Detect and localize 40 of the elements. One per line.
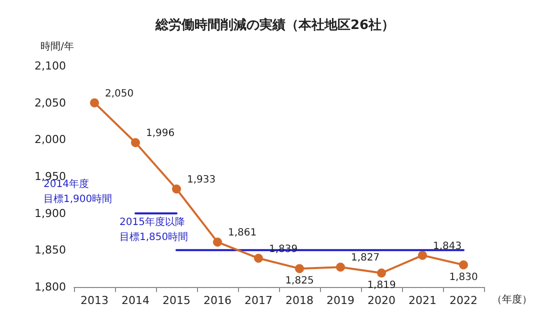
x-tick-label: 2013 [80,294,108,307]
point [90,98,99,108]
chart-title: 総労働時間削減の実績（本社地区26社） [154,17,395,33]
annotation: 目標1,850時間 [120,230,188,243]
y-axis-title: 時間/年 [40,40,74,52]
y-tick-label: 2,050 [34,96,66,110]
y-tick-label: 1,800 [34,280,66,294]
point [377,268,386,278]
data-label: 1,861 [228,228,257,239]
y-tick-label: 2,000 [34,133,66,146]
x-tick-label: 2021 [408,294,436,307]
data-label: 1,819 [367,280,396,292]
x-tick-label: 2018 [286,294,314,307]
point [213,238,222,247]
data-label: 2,050 [105,88,134,100]
x-axis-title: （年度） [492,294,532,306]
point [459,260,468,270]
point [131,138,140,148]
data-label: 1,830 [449,272,478,283]
point [336,262,345,272]
x-tick-label: 2022 [450,294,478,307]
x-tick-label: 2015 [162,294,190,307]
data-label: 1,827 [351,252,380,264]
x-tick-label: 2014 [122,294,150,307]
point [295,264,304,274]
y-tick-label: 1,850 [34,244,66,257]
x-tick-label: 2016 [204,294,232,307]
data-label: 1,933 [187,174,216,186]
point [254,254,263,263]
annotation: 2015年度以降 [120,216,185,228]
data-label: 1,825 [285,276,314,287]
annotation: 目標1,900時間 [44,192,112,205]
data-label: 1,996 [146,128,175,140]
point [172,184,181,194]
y-tick-label: 2,100 [34,60,66,72]
y-tick-label: 1,900 [34,206,66,220]
point [418,250,427,260]
x-tick-label: 2020 [368,294,396,307]
x-tick-label: 2017 [244,294,272,307]
x-tick-label: 2019 [326,294,354,307]
